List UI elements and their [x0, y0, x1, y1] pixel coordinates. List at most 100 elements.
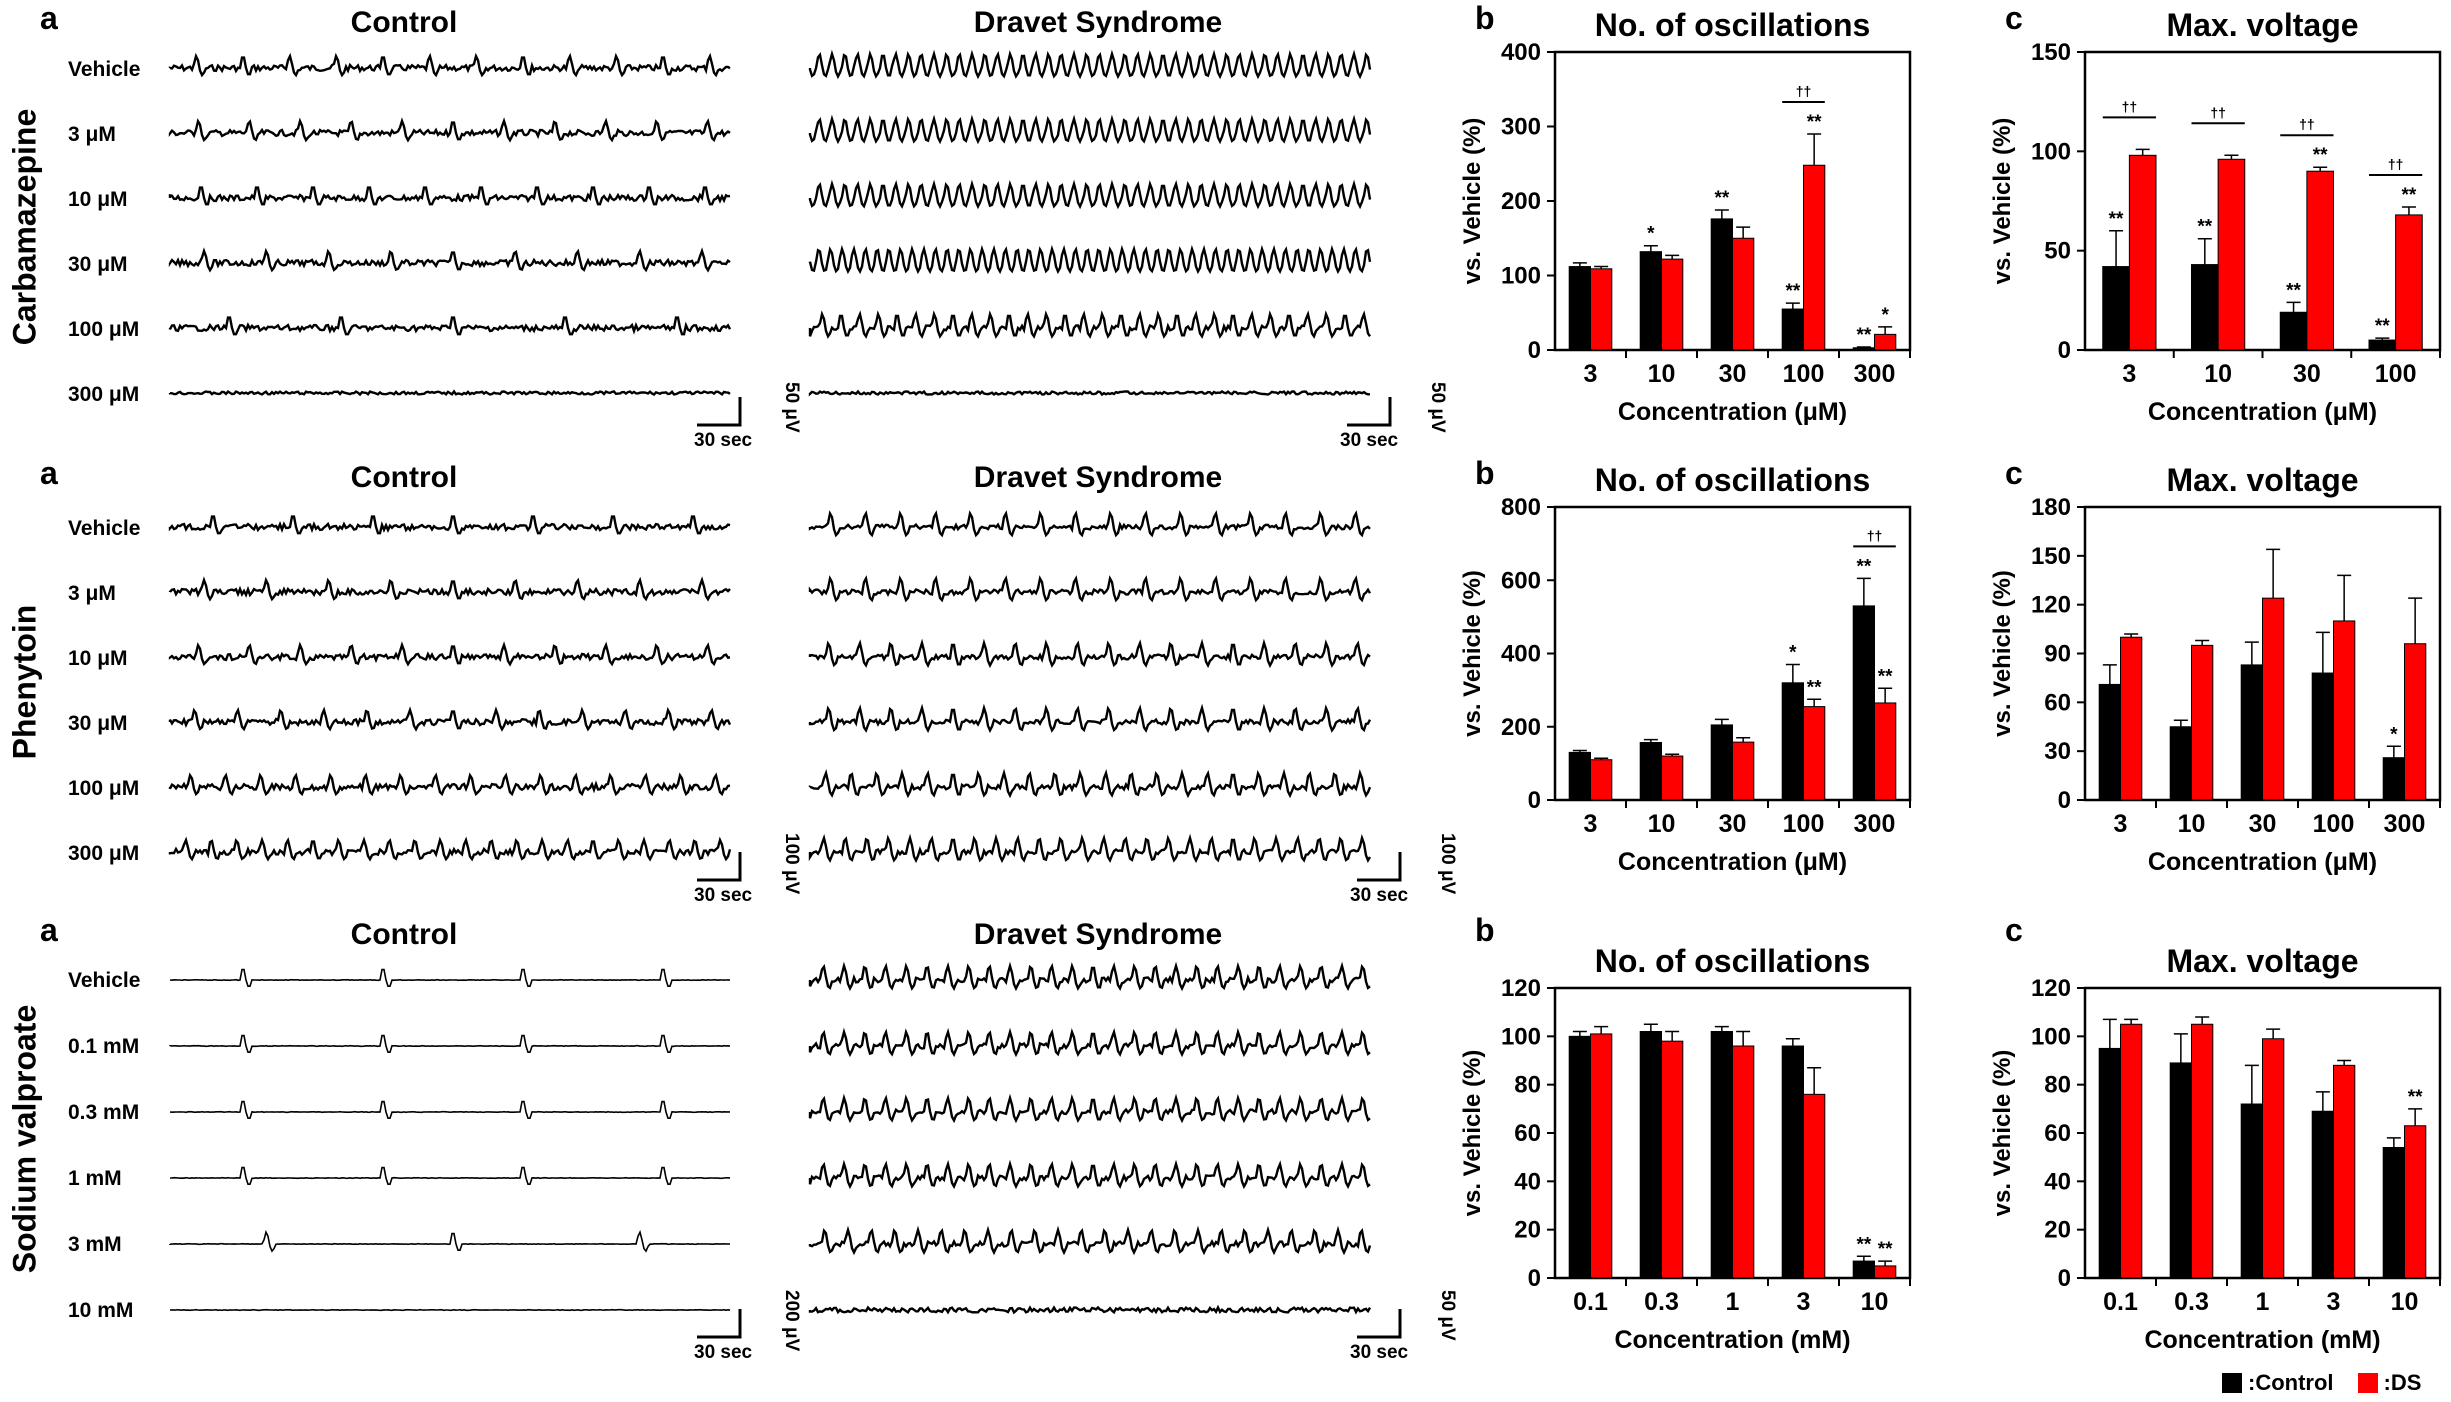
trace-row — [808, 244, 1372, 275]
panel-a-letter: a — [40, 455, 58, 491]
row-label: 10 mM — [68, 1299, 134, 1322]
significance-label: ** — [2286, 280, 2301, 301]
y-axis-label: vs. Vehicle (%) — [1459, 570, 1486, 737]
control-time-scale: 30 sec — [694, 1342, 753, 1363]
row-label: 300 μM — [68, 383, 140, 406]
error-bar — [1785, 1038, 1800, 1046]
error-bar — [1856, 577, 1871, 606]
error-bar — [1736, 226, 1751, 239]
error-bar — [2124, 1018, 2139, 1025]
bar-ds — [2120, 1023, 2143, 1279]
y-tick-label: 120 — [1501, 975, 1541, 1002]
x-tick-label: 100 — [1783, 360, 1825, 388]
ds-scale-bar — [1357, 852, 1402, 882]
error-bar — [2401, 206, 2416, 215]
trace-row — [169, 968, 731, 987]
trace-row — [168, 52, 731, 78]
error-bar — [1785, 663, 1800, 683]
trace-row — [169, 1034, 731, 1053]
significance-label: ** — [1878, 666, 1893, 687]
error-bar — [1856, 1255, 1871, 1262]
x-axis-label: Concentration (mM) — [1614, 1326, 1850, 1354]
row-label: 30 μM — [68, 712, 128, 735]
significance-label: ** — [2402, 185, 2417, 206]
trace-row — [169, 1229, 731, 1253]
y-tick-label: 20 — [1514, 1217, 1541, 1244]
panel-b-letter: b — [1475, 455, 1495, 491]
y-axis-label: vs. Vehicle (%) — [1459, 1050, 1486, 1217]
y-tick-label: 80 — [2044, 1072, 2071, 1099]
bar-control — [2240, 1103, 2263, 1279]
error-bar — [2109, 230, 2124, 267]
bar-control — [2102, 266, 2130, 351]
error-bar — [2315, 1091, 2330, 1112]
trace-row — [808, 768, 1372, 799]
trace-row — [808, 310, 1371, 339]
trace-row — [808, 961, 1371, 992]
error-bar — [2124, 633, 2139, 638]
trace-row — [169, 1100, 730, 1119]
trace-row — [168, 576, 731, 602]
trace-row — [168, 772, 731, 797]
control-time-scale: 30 sec — [694, 430, 753, 451]
x-tick-label: 10 — [1861, 1288, 1889, 1316]
chart-title: Max. voltage — [2166, 7, 2358, 43]
trace-row — [808, 1225, 1372, 1256]
significance-label: ** — [1807, 677, 1822, 698]
trace-row — [168, 247, 731, 273]
row-label: 3 μM — [68, 123, 116, 146]
y-tick-label: 150 — [2031, 39, 2071, 66]
error-bar — [2386, 1137, 2401, 1148]
y-axis-label: vs. Vehicle (%) — [1989, 1050, 2016, 1217]
significance-label: ** — [2313, 145, 2328, 166]
y-tick-label: 0 — [1528, 787, 1541, 814]
x-tick-label: 30 — [2293, 360, 2321, 388]
y-axis-label: vs. Vehicle (%) — [1989, 570, 2016, 737]
trace-row — [808, 1027, 1371, 1058]
x-axis-label: Concentration (μM) — [1618, 848, 1847, 876]
bracket-label: †† — [1867, 527, 1883, 543]
y-tick-label: 80 — [1514, 1072, 1541, 1099]
control-scale-bar — [697, 397, 742, 427]
ds-time-scale: 30 sec — [1350, 885, 1409, 906]
x-tick-label: 30 — [1719, 360, 1747, 388]
error-bar — [1736, 736, 1751, 743]
x-axis-label: Concentration (mM) — [2144, 1326, 2380, 1354]
significance-label: * — [1647, 224, 1655, 245]
significance-label: ** — [2109, 209, 2124, 230]
legend-ds-swatch — [2357, 1373, 2378, 1393]
valproate-block: Sodium valproate a Control Dravet Syndro… — [0, 912, 2451, 1367]
x-tick-label: 300 — [1854, 810, 1896, 838]
ds-time-scale: 30 sec — [1350, 1342, 1409, 1363]
error-bar — [1878, 1260, 1893, 1266]
bracket-label: †† — [1796, 83, 1812, 99]
error-bar — [2286, 301, 2301, 313]
error-bar — [1572, 749, 1587, 753]
bar-control — [2311, 1110, 2334, 1279]
error-bar — [2375, 337, 2390, 341]
row-label: 0.3 mM — [68, 1101, 140, 1124]
ds-traces — [808, 961, 1372, 1315]
y-tick-label: 20 — [2044, 1217, 2071, 1244]
error-bar — [2313, 166, 2328, 172]
y-tick-label: 60 — [2044, 689, 2071, 716]
y-tick-label: 60 — [1514, 1120, 1541, 1147]
trace-row — [808, 703, 1372, 734]
control-scale-bar — [697, 1309, 742, 1339]
trace-row — [168, 515, 731, 535]
ds-traces — [808, 49, 1372, 397]
y-tick-label: 200 — [1501, 188, 1541, 215]
row-label: Vehicle — [68, 969, 141, 992]
bar-ds — [2217, 158, 2246, 351]
error-bar — [2315, 631, 2330, 674]
error-bar — [1594, 1025, 1609, 1034]
row-label: Vehicle — [68, 58, 141, 81]
error-bar — [2244, 641, 2259, 665]
x-tick-label: 3 — [2122, 360, 2136, 388]
trace-row — [168, 836, 732, 862]
significance-label: ** — [1856, 1234, 1871, 1255]
x-tick-label: 0.3 — [1644, 1288, 1679, 1316]
y-tick-label: 100 — [2031, 138, 2071, 165]
